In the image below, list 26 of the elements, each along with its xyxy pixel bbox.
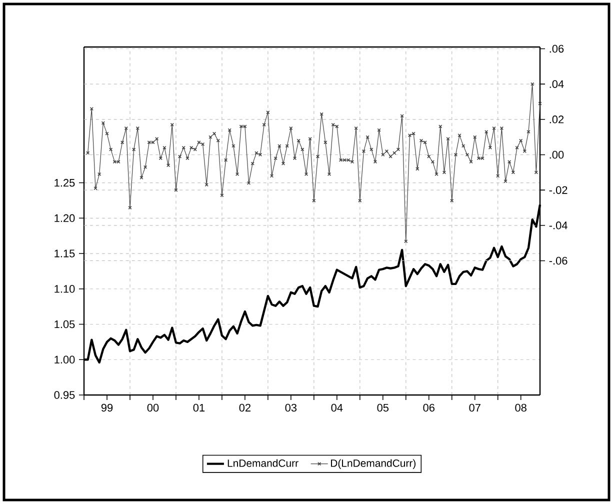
x-tick-label: 05 [377,404,389,412]
y-tick-label: 1.10 [54,285,75,293]
x-tick-label: 04 [331,404,343,412]
x-tick-label: 06 [423,404,434,412]
x-tick-label: 08 [515,404,526,412]
y2-tick-label: -.04 [549,222,568,230]
x-tick-label: 01 [193,404,205,412]
legend-label: LnDemandCurr [228,459,298,467]
y2-tick-label: -.02 [549,186,568,194]
x-tick-label: 99 [101,404,113,412]
y2-tick-label: .06 [550,44,564,53]
y2-tick-label: .04 [550,80,564,88]
x-tick-label: 03 [285,404,297,412]
y-tick-label: 1.00 [54,356,75,364]
x-tick-label: 00 [147,404,159,412]
y-tick-label: 0.95 [54,391,75,399]
y-tick-label: 1.20 [54,214,75,222]
legend-label: D(LnDemandCurr) [331,459,416,469]
y2-tick-label: -.06 [549,256,568,265]
y-tick-label: 1.05 [54,320,75,328]
y-tick-label: 1.25 [54,178,75,187]
y2-tick-label: .02 [550,116,564,124]
y2-tick-label: .00 [550,150,564,159]
x-tick-label: 02 [239,404,250,412]
x-tick-label: 07 [469,404,480,412]
y-tick-label: 1.15 [54,250,75,258]
